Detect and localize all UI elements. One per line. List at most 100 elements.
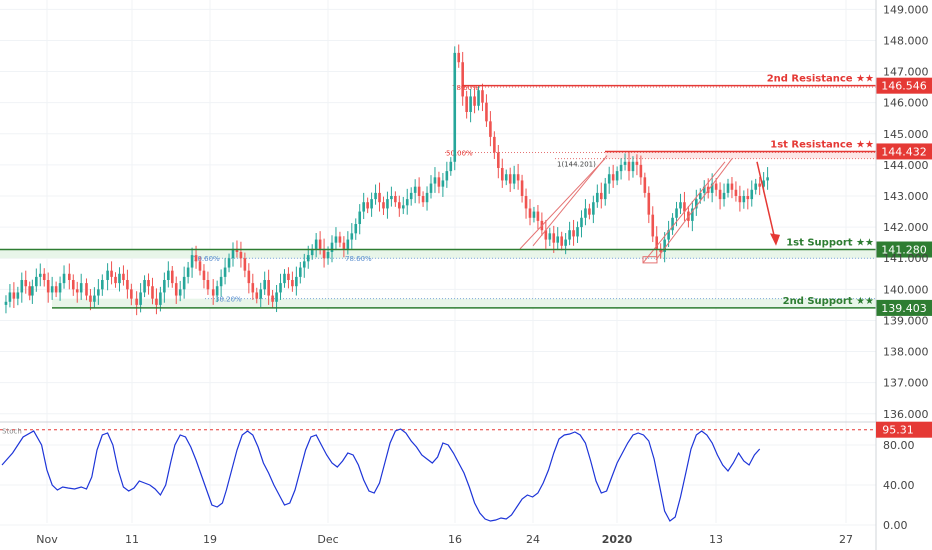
candle-body: [354, 224, 358, 234]
candlestick-series: [4, 44, 769, 316]
fib-label: 38.20%: [215, 296, 242, 304]
candle-body: [516, 174, 520, 181]
candle-body: [695, 199, 698, 209]
fibonacci-annotations: 78.60% 38.20% 50.00% 78.60% 78.60% 1(144.201): [193, 84, 876, 304]
candle-body: [576, 227, 579, 237]
candle-body: [89, 295, 92, 302]
candle-body: [524, 196, 528, 209]
candle-body: [151, 286, 154, 299]
candle-body: [698, 192, 702, 200]
candle-body: [118, 273, 121, 284]
candle-body: [12, 292, 16, 299]
candle-body: [338, 236, 342, 243]
candle-body: [405, 199, 409, 206]
time-tick-label: 24: [526, 533, 540, 546]
candle-body: [429, 183, 433, 193]
candle-body: [206, 280, 210, 290]
candle-body: [465, 96, 468, 112]
candle-body: [607, 174, 611, 184]
candle-body: [139, 292, 142, 305]
level-price-tag: [876, 77, 932, 94]
candle-body: [433, 177, 437, 184]
candle-body: [194, 255, 198, 262]
candle-body: [512, 174, 516, 184]
stoch-axis[interactable]: 80.00 40.00 0.00 95.31: [876, 421, 932, 532]
level-label: 2nd Support ★★: [783, 296, 874, 307]
price-tick-label: 136.000: [883, 408, 929, 421]
candle-body: [528, 208, 532, 218]
candle-body: [71, 280, 75, 290]
candle-body: [679, 202, 682, 209]
candle-body: [362, 202, 365, 212]
candle-body: [227, 258, 231, 268]
candle-body: [231, 248, 235, 259]
candle-body: [374, 192, 377, 200]
fib-label: 78.60%: [452, 84, 479, 92]
candle-body: [302, 261, 306, 268]
candle-body: [758, 183, 761, 187]
candle-body: [588, 208, 591, 215]
candle-body: [580, 217, 583, 228]
price-axis[interactable]: 149.000 148.000 147.000 146.000 145.000 144.0…: [875, 0, 929, 550]
candle-body: [135, 298, 138, 305]
candle-body: [536, 211, 540, 221]
level-label: 1st Support ★★: [786, 238, 874, 249]
candle-body: [520, 180, 524, 196]
candle-body: [635, 161, 639, 165]
candle-body: [564, 239, 567, 246]
candle-body: [170, 270, 174, 284]
candle-body: [243, 258, 247, 271]
candle-body: [544, 230, 548, 240]
candle-body: [532, 211, 536, 218]
level-price-tag-text: 144.432: [881, 145, 927, 158]
stoch-tick-label: 0.00: [883, 519, 908, 532]
candle-body: [247, 270, 251, 284]
time-axis[interactable]: Nov 11 19 Dec 16 24 2020 13 27: [36, 533, 853, 546]
candle-body: [390, 196, 393, 200]
time-tick-label: 27: [839, 533, 853, 546]
candle-body: [730, 183, 734, 190]
candle-body: [350, 233, 354, 240]
stoch-line: [1, 428, 761, 522]
candle-body: [68, 273, 71, 280]
candle-body: [445, 171, 449, 181]
level-label: 2nd Resistance ★★: [767, 74, 874, 85]
candle-body: [710, 183, 714, 193]
candle-body: [627, 161, 631, 172]
candle-body: [178, 289, 182, 296]
candle-body: [572, 230, 575, 237]
candle-body: [568, 230, 571, 240]
candle-body: [671, 217, 674, 231]
candle-body: [599, 192, 603, 200]
candle-body: [143, 280, 146, 293]
candle-body: [211, 289, 215, 296]
candle-body: [370, 199, 373, 209]
level-price-tag: [876, 299, 932, 316]
candle-body: [750, 189, 754, 200]
candle-body: [623, 161, 627, 165]
candle-body: [155, 298, 158, 305]
candle-body: [722, 192, 726, 200]
support-resistance-zones: [0, 151, 876, 308]
candle-body: [718, 189, 722, 200]
candle-body: [110, 270, 113, 277]
candle-body: [322, 248, 326, 259]
candle-body: [766, 177, 769, 181]
candle-body: [647, 192, 651, 215]
time-tick-label: Nov: [36, 533, 58, 546]
price-tick-label: 148.000: [883, 34, 929, 47]
candle-body: [473, 96, 476, 106]
price-tick-label: 142.000: [883, 221, 929, 234]
candle-body: [453, 52, 457, 162]
candle-body: [508, 174, 512, 184]
candle-body: [283, 273, 286, 284]
candle-body: [267, 280, 270, 296]
candle-body: [366, 202, 369, 209]
price-tick-label: 139.000: [883, 314, 929, 327]
candle-body: [382, 202, 385, 209]
candle-body: [38, 273, 42, 277]
candle-body: [413, 186, 417, 193]
candle-body: [449, 161, 453, 172]
candle-body: [259, 289, 263, 299]
